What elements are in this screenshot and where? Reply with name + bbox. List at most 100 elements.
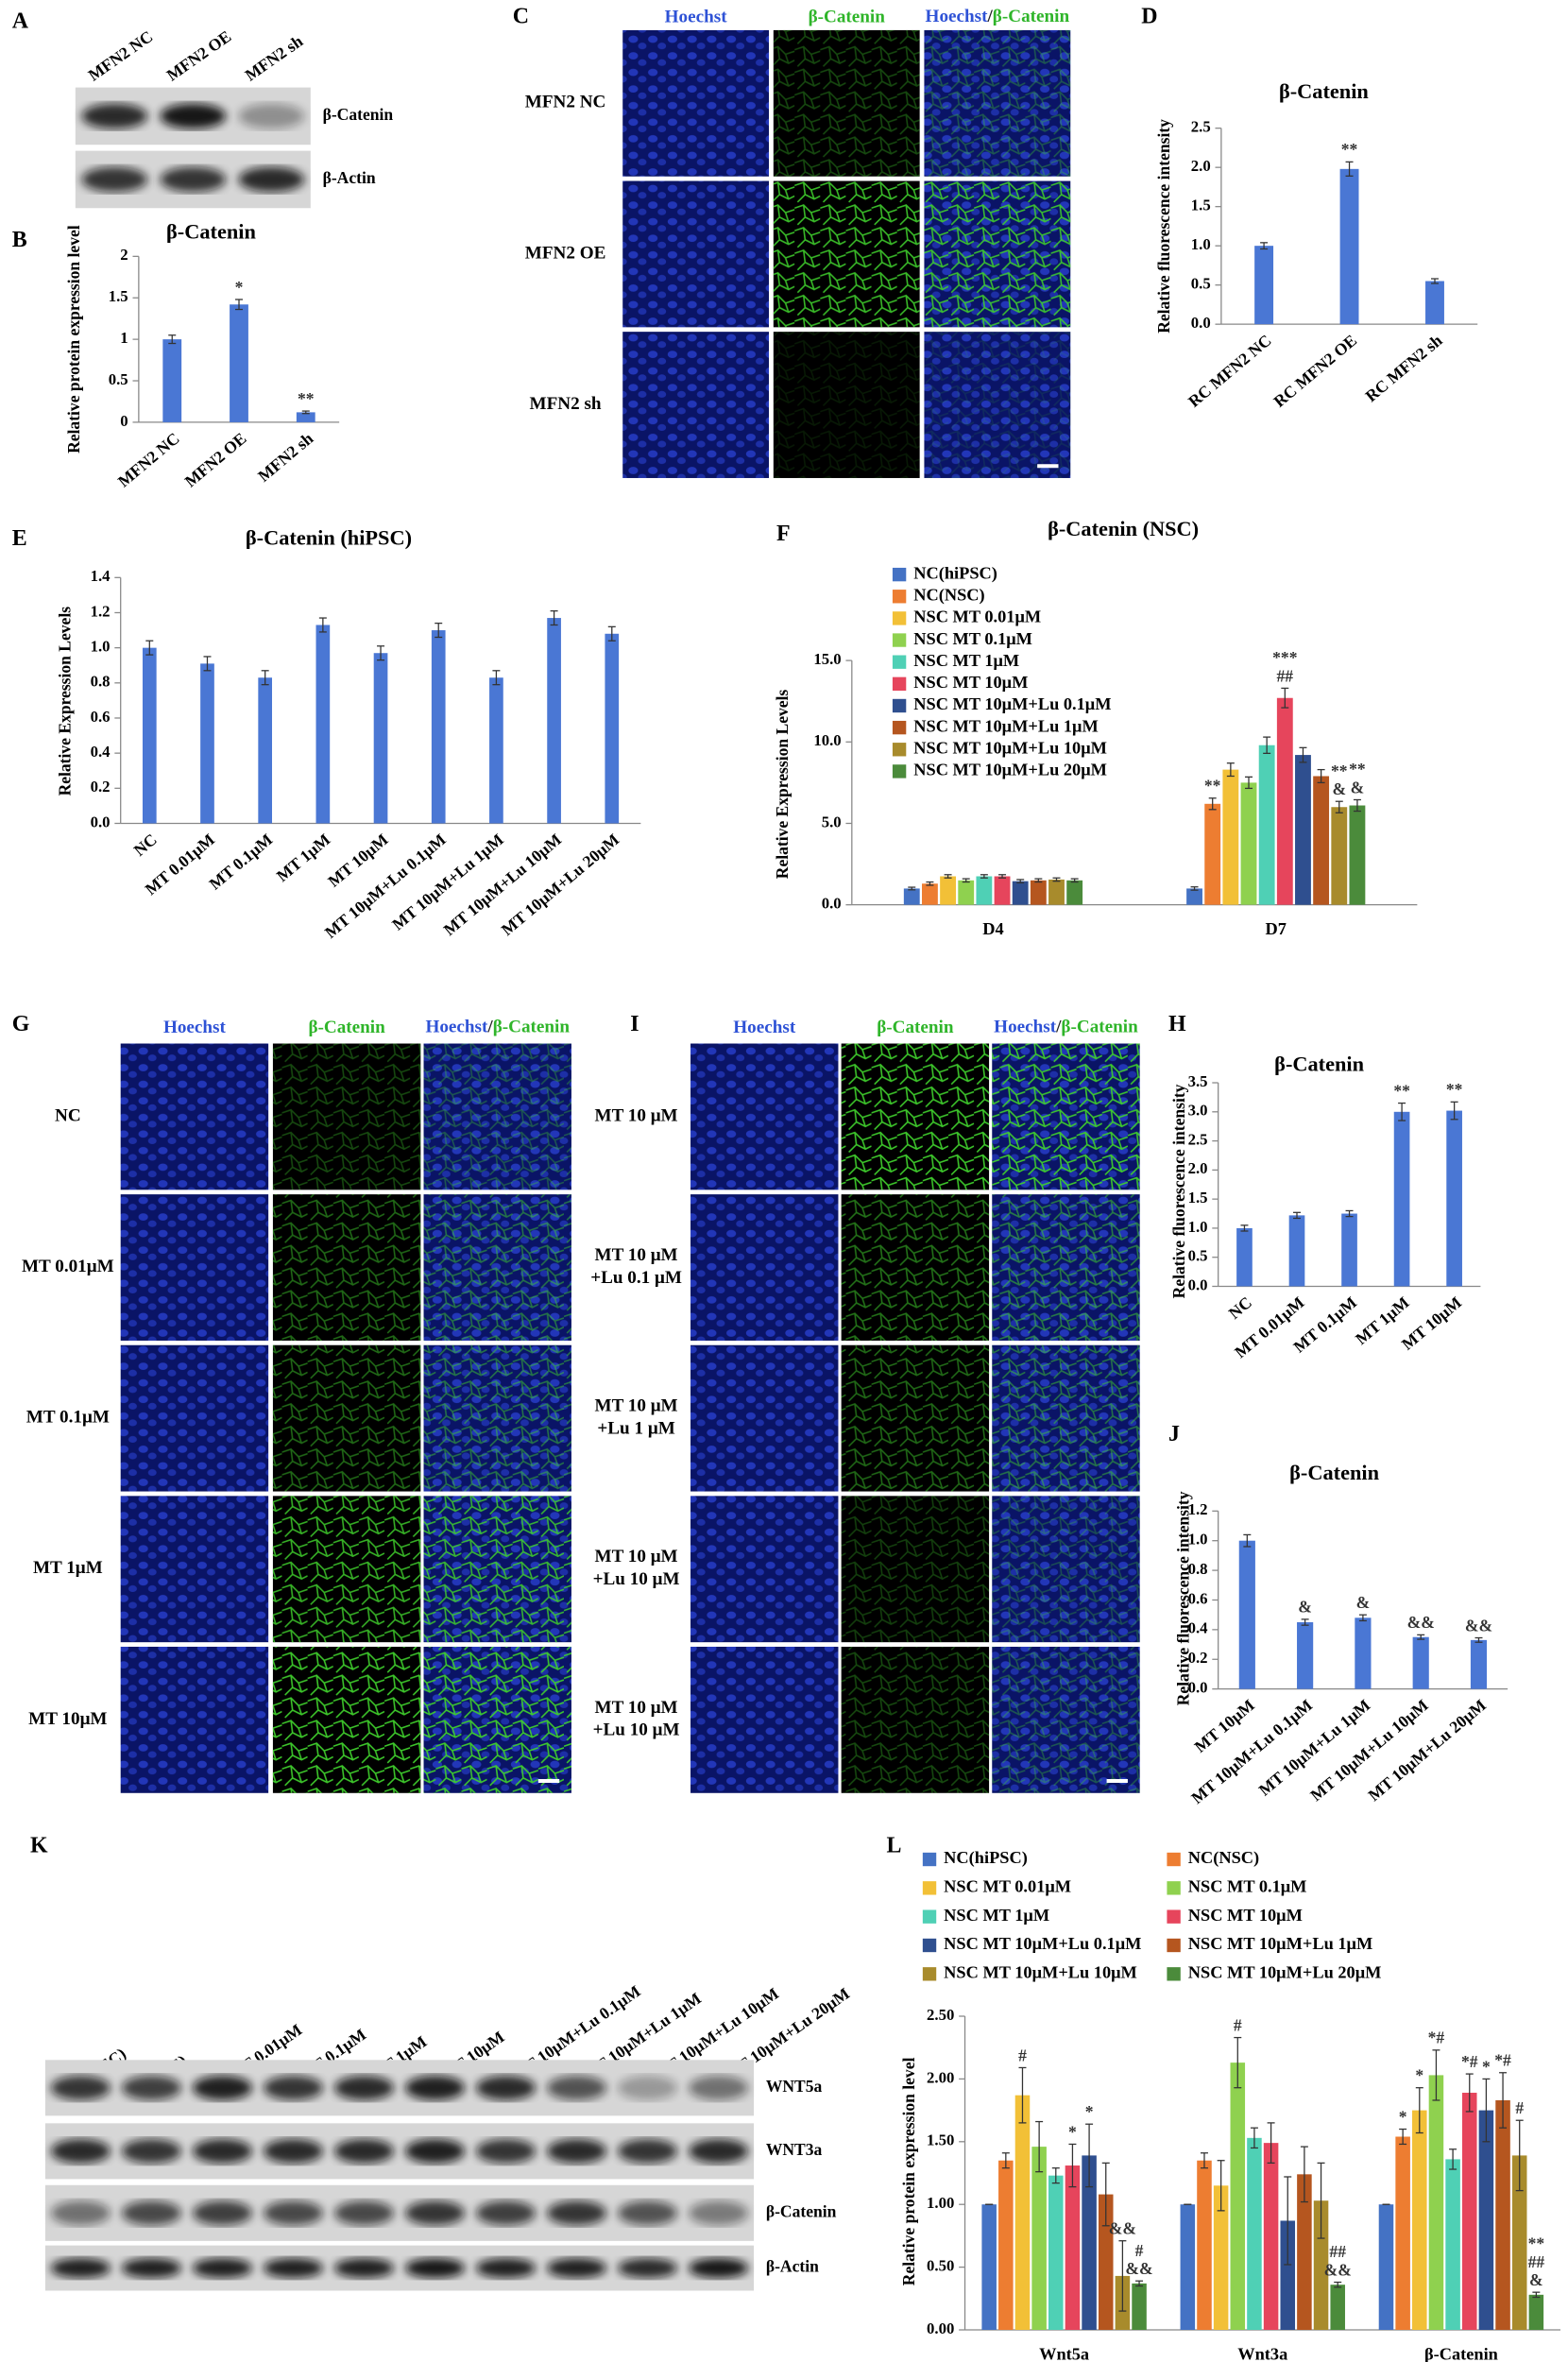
significance-label: &: [1332, 779, 1346, 798]
error-bar: [926, 881, 934, 886]
bar: [1263, 2143, 1279, 2331]
row-label: +Lu 1 μM: [597, 1419, 674, 1439]
y-tick-label: 1.5: [109, 287, 128, 305]
legend-label: NSC MT 10μM+Lu 10μM: [913, 738, 1107, 757]
chart-title: β-Catenin: [1289, 1461, 1379, 1484]
y-tick-label: 0.6: [1188, 1589, 1208, 1607]
bar: [1297, 2174, 1312, 2331]
error-bar: [1293, 1211, 1301, 1220]
row-label: MT 10 μM: [595, 1105, 678, 1125]
micrograph-signal: [423, 1496, 571, 1643]
bar: [1445, 2159, 1460, 2331]
error-bar: [998, 874, 1007, 879]
micrograph-signal: [992, 1194, 1140, 1341]
y-tick-label: 0.4: [91, 743, 111, 761]
micrograph: [622, 29, 770, 177]
bar: [1030, 880, 1047, 905]
bar: [1082, 2155, 1097, 2331]
legend-label: NC(NSC): [913, 585, 984, 605]
chart-title: β-Catenin: [166, 220, 256, 244]
bar: [547, 618, 561, 824]
bar: [1186, 888, 1202, 905]
y-tick-label: 2.50: [927, 2006, 954, 2024]
bar: [921, 883, 938, 905]
significance-label: **: [298, 389, 315, 408]
bar: [1395, 2136, 1410, 2331]
y-tick-label: 1.0: [1191, 235, 1211, 253]
error-bar: [168, 334, 177, 345]
significance-label: ##: [1528, 2252, 1545, 2271]
micrograph: [690, 1043, 839, 1190]
bar: [1066, 880, 1083, 905]
micrograph: [120, 1194, 269, 1341]
legend-swatch: [1167, 1967, 1181, 1981]
blot-band: [160, 103, 227, 129]
merge-header-part: /: [486, 1018, 493, 1037]
y-tick-label: 1.5: [1188, 1189, 1208, 1207]
column-header: β-Catenin: [308, 1018, 385, 1037]
legend-swatch: [892, 764, 907, 779]
significance-label: **: [1528, 2234, 1545, 2253]
error-bar: [1432, 2049, 1440, 2101]
blot-band: [50, 2138, 111, 2164]
micrograph-signal: [423, 1194, 571, 1341]
error-bar: [1450, 1101, 1458, 1121]
error-bar: [1240, 1224, 1249, 1232]
panel-letter: B: [12, 228, 27, 252]
legend-swatch: [892, 743, 907, 757]
micrograph: [690, 1646, 839, 1793]
bar: [1412, 2110, 1427, 2331]
legend-label: NSC MT 10μM+Lu 0.1μM: [913, 694, 1111, 713]
error-bar: [1034, 878, 1043, 883]
legend-swatch: [892, 590, 907, 604]
merge-header-part: β-Catenin: [1061, 1018, 1138, 1037]
y-tick-label: 1.0: [1188, 1531, 1208, 1549]
blot-band: [121, 2138, 181, 2164]
merge-header-part: β-Catenin: [993, 8, 1070, 27]
y-tick-label: 1.50: [927, 2131, 954, 2149]
x-tick-label: D4: [982, 919, 1003, 938]
panel-letter: H: [1168, 1012, 1186, 1036]
blot-band: [689, 2258, 749, 2279]
row-label: +Lu 10 μM: [593, 1569, 680, 1589]
significance-label: &&: [1324, 2260, 1352, 2279]
micrograph-signal: [841, 1344, 990, 1492]
merge-header-part: β-Catenin: [493, 1018, 571, 1037]
error-bar: [1358, 1614, 1367, 1622]
bar: [1461, 2093, 1477, 2331]
micrograph-signal: [272, 1496, 421, 1643]
row-label: MT 10 μM: [595, 1396, 678, 1416]
bar: [315, 625, 331, 824]
blot-band: [81, 103, 148, 129]
y-axis-label: Relative fluorescence intensity: [1169, 1084, 1188, 1298]
error-bar: [1431, 278, 1439, 284]
micrograph-signal: [841, 1646, 990, 1793]
blot-band: [192, 2075, 252, 2100]
bar: [1339, 168, 1359, 325]
y-tick-label: 0.0: [1188, 1678, 1208, 1696]
column-header: Hoechst: [163, 1018, 227, 1037]
error-bar: [1267, 2122, 1275, 2165]
x-tick-label: Wnt5a: [1039, 2344, 1089, 2362]
x-tick-label: MT 0.1μM: [205, 830, 276, 894]
row-label: MT 10 μM: [595, 1698, 678, 1718]
error-bar: [1335, 800, 1343, 813]
bar: [1098, 2194, 1114, 2331]
bar: [1258, 745, 1275, 905]
legend-label: NSC MT 0.1μM: [1188, 1877, 1307, 1896]
micrograph: [622, 180, 770, 328]
y-tick-label: 0.0: [1188, 1275, 1208, 1293]
micrograph: [690, 1496, 839, 1643]
bar: [958, 880, 975, 905]
bar: [1012, 881, 1029, 905]
blot-band: [160, 166, 227, 193]
significance-label: *#: [1494, 2051, 1511, 2070]
significance-label: *#: [1428, 2028, 1445, 2047]
bar: [296, 412, 315, 422]
legend-swatch: [892, 655, 907, 669]
error-bar: [1200, 2152, 1208, 2169]
blot-band: [192, 2138, 252, 2164]
bar: [258, 677, 273, 824]
